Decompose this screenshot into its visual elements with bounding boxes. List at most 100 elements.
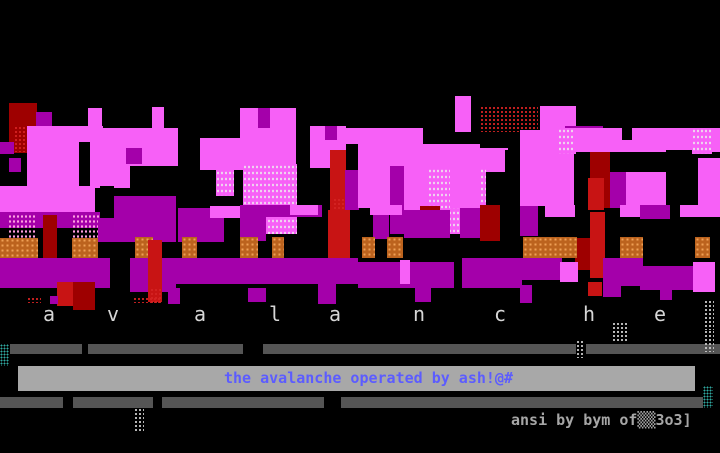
ansi-art-block — [258, 108, 270, 128]
ansi-art-block — [505, 150, 520, 205]
ansi-art-block — [576, 340, 585, 358]
ansi-art-block — [680, 205, 720, 217]
ansi-art-block — [520, 285, 532, 303]
ansi-art-block — [692, 128, 712, 154]
ansi-art-block — [603, 258, 643, 286]
ansi-art-block — [243, 164, 297, 234]
ansi-art-block — [248, 288, 266, 302]
ansi-art-block — [558, 128, 576, 154]
wordmark-letter: a — [328, 302, 342, 326]
ansi-art-block — [588, 178, 604, 210]
ansi-art-block — [73, 282, 95, 310]
ansi-art-block — [390, 166, 404, 234]
ansi-art-block — [620, 237, 643, 258]
ansi-art-block — [704, 330, 714, 352]
ansi-art-block — [698, 158, 720, 206]
ansi-art-block — [640, 266, 694, 290]
banner-bar — [18, 366, 695, 391]
ansi-art-block — [176, 258, 246, 284]
ansi-art-block — [50, 296, 58, 304]
ansi-art-block — [8, 214, 36, 240]
ansi-art-block — [620, 205, 644, 217]
ansi-art-block — [0, 238, 38, 258]
ansi-art-block — [520, 206, 538, 236]
ansi-art-block — [72, 214, 100, 240]
ansi-art-block — [72, 238, 98, 258]
ansi-art-block — [575, 238, 591, 270]
ansi-art-block — [27, 142, 79, 188]
ansi-art-block — [400, 260, 410, 284]
ansi-art-block — [415, 288, 431, 302]
ansi-art-block — [162, 397, 324, 408]
ansi-art-block — [100, 186, 114, 208]
ansi-art-block — [370, 205, 402, 215]
ansi-art-block — [612, 322, 628, 332]
ansi-art-block — [272, 237, 284, 258]
ansi-art-block — [330, 150, 346, 210]
ansi-art-block — [328, 210, 350, 258]
ansi-art-block — [362, 237, 375, 258]
ansi-art-block — [0, 397, 63, 408]
ansi-art-block — [387, 237, 403, 258]
ansi-art-block — [216, 170, 234, 196]
ansi-art-block — [522, 258, 562, 280]
ansi-art-block — [341, 397, 703, 408]
ansi-art-block — [88, 108, 102, 128]
ansi-art-block — [27, 297, 41, 303]
ansi-art-block — [704, 300, 714, 330]
ansi-art-block — [622, 126, 632, 140]
ansi-art-block — [98, 218, 116, 242]
wordmark-letter: l — [268, 302, 282, 326]
ansi-art-block — [450, 162, 480, 208]
wordmark-letter: e — [653, 302, 667, 326]
ansi-art-block — [171, 296, 179, 304]
wordmark-letter: c — [493, 302, 507, 326]
ansi-art-block — [36, 112, 52, 128]
ansi-art-block — [73, 397, 153, 408]
ansi-art-block — [603, 285, 621, 297]
ansi-art-block — [134, 408, 144, 432]
wordmark-letter: a — [42, 302, 56, 326]
ansi-art-block — [404, 210, 450, 238]
ansi-art-block — [10, 344, 82, 354]
ansi-art-block — [0, 186, 95, 212]
ansi-art-block — [14, 126, 30, 152]
ansi-art-block — [126, 148, 142, 164]
ansi-art-block — [373, 215, 389, 239]
ansi-art-block — [325, 126, 337, 140]
ansi-art-block — [335, 128, 423, 144]
ansi-art-block — [588, 282, 602, 296]
ansi-art-block — [27, 126, 103, 142]
ansi-art-block — [560, 262, 578, 282]
artist-credit-text: ansi by bym of▒▒3o3] — [511, 411, 692, 429]
ansi-art-block — [666, 150, 692, 204]
ansi-art-block — [296, 113, 312, 147]
ansi-art-block — [640, 205, 670, 219]
ansi-art-block — [480, 205, 500, 241]
ansi-art-block — [133, 297, 161, 303]
ansi-art-block — [246, 258, 358, 284]
wordmark-letter: h — [582, 302, 596, 326]
ansi-art-block — [240, 237, 258, 258]
ansi-art-block — [88, 344, 243, 354]
ansi-art-block — [586, 344, 720, 354]
ansi-art-block — [148, 240, 162, 302]
ansi-art-block — [345, 170, 359, 210]
ansi-art-block — [462, 258, 522, 288]
ansi-art-block — [210, 206, 244, 218]
ansi-art-block — [114, 196, 176, 242]
banner-text: the avalanche operated by ash!@# — [224, 369, 513, 387]
wordmark-letter: v — [106, 302, 120, 326]
ansi-art-block — [703, 386, 713, 408]
ansi-art-block — [612, 330, 628, 342]
ansi-art-block — [0, 344, 9, 366]
ansi-art-block — [9, 158, 21, 172]
ansi-art-block — [152, 107, 164, 131]
ansi-art-block — [455, 96, 471, 132]
ansi-art-block — [660, 288, 672, 300]
ansi-art-block — [480, 106, 538, 132]
ansi-art-block — [90, 166, 130, 188]
ansi-art-block — [358, 168, 392, 208]
ansi-art-block — [626, 172, 666, 208]
ansi-art-block — [57, 282, 73, 306]
